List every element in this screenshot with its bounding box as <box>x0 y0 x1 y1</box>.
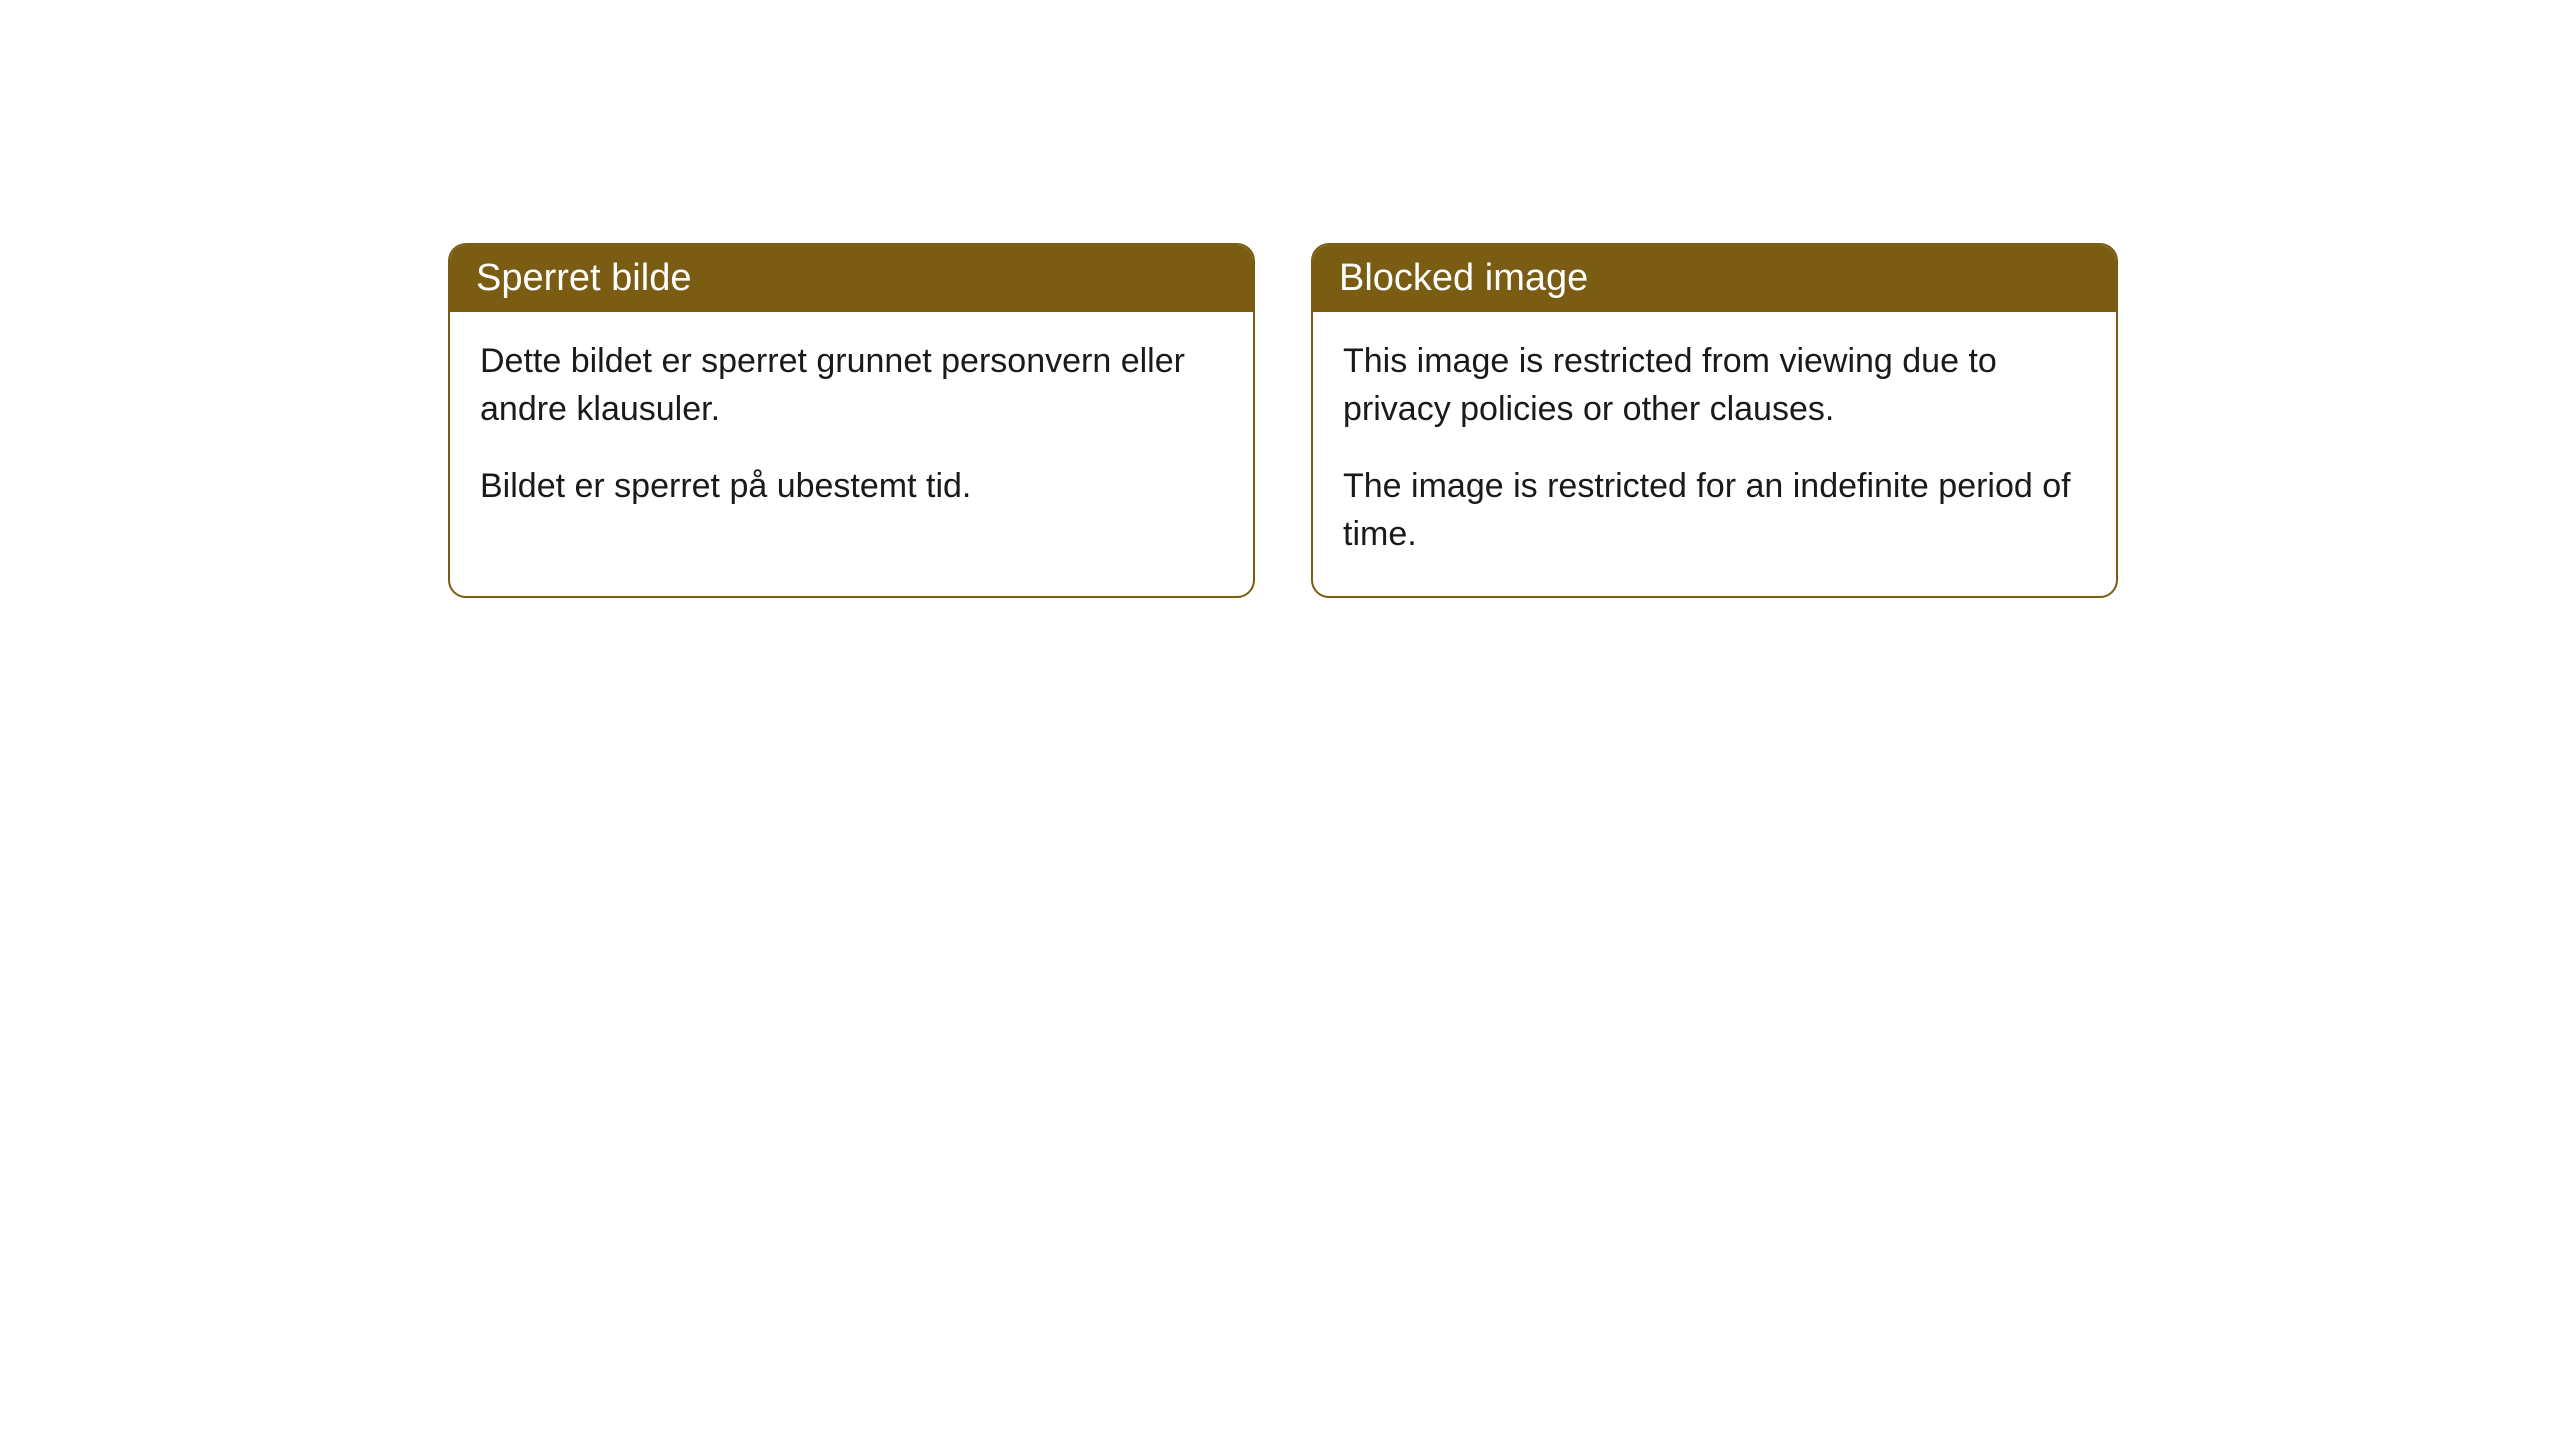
card-header-norwegian: Sperret bilde <box>450 245 1253 312</box>
card-paragraph-1: Dette bildet er sperret grunnet personve… <box>480 338 1223 433</box>
card-body-english: This image is restricted from viewing du… <box>1313 312 2116 596</box>
card-body-norwegian: Dette bildet er sperret grunnet personve… <box>450 312 1253 549</box>
card-paragraph-1: This image is restricted from viewing du… <box>1343 338 2086 433</box>
card-title: Sperret bilde <box>476 257 691 299</box>
notice-cards-container: Sperret bilde Dette bildet er sperret gr… <box>0 0 2560 598</box>
blocked-image-card-norwegian: Sperret bilde Dette bildet er sperret gr… <box>448 243 1255 598</box>
card-paragraph-2: Bildet er sperret på ubestemt tid. <box>480 463 1223 511</box>
card-title: Blocked image <box>1339 257 1588 299</box>
blocked-image-card-english: Blocked image This image is restricted f… <box>1311 243 2118 598</box>
card-paragraph-2: The image is restricted for an indefinit… <box>1343 463 2086 558</box>
card-header-english: Blocked image <box>1313 245 2116 312</box>
